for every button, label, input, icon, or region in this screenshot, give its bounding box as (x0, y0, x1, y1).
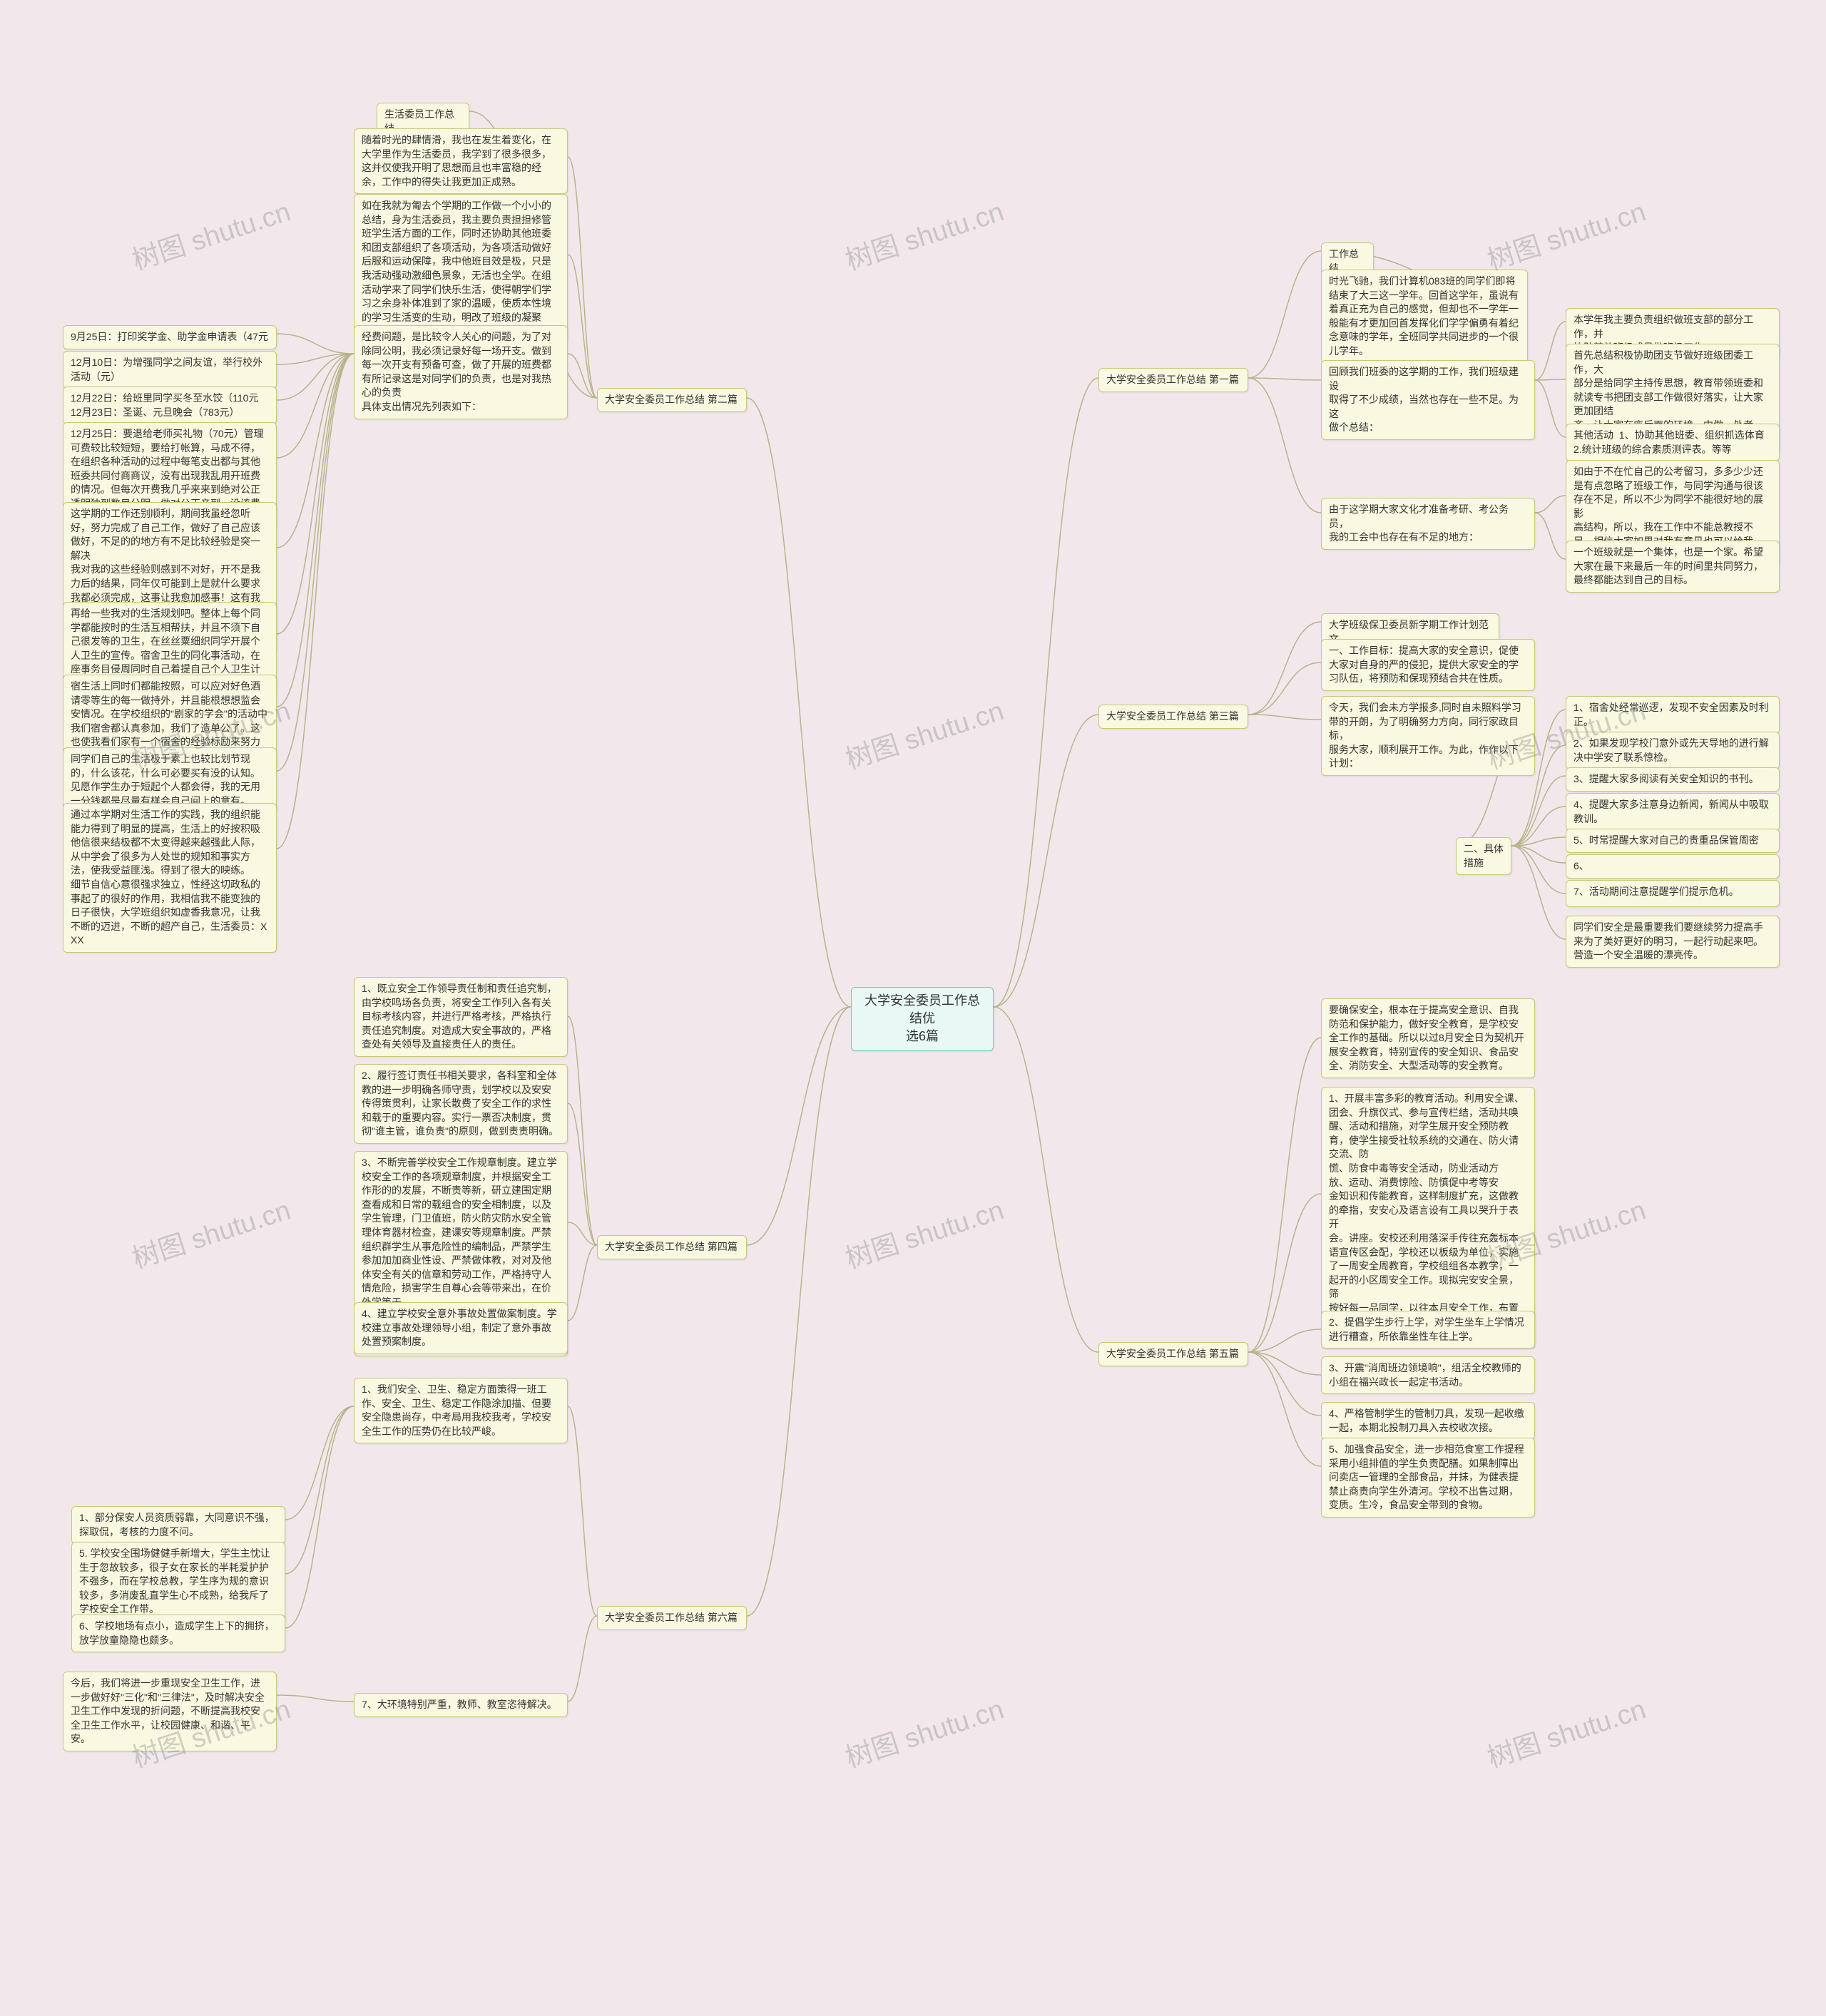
node-b2c3i: 通过本学期对生活工作的实践，我的组织能能力得到了明显的提高，生活上的好按积吸他信… (63, 803, 277, 953)
node-b3: 大学安全委员工作总结 第三篇 (1098, 705, 1248, 729)
node-b4c2: 2、履行签订责任书相关要求，各科室和全体教的进一步明确各师守责，划学校以及安安传… (354, 1064, 568, 1144)
node-b3c2m: 二、具体措施 (1456, 837, 1511, 875)
node-b2c1: 随着时光的肆情滑，我也在发生着变化，在大学里作为生活委员，我学到了很多很多，这并… (354, 128, 568, 194)
mindmap-canvas: 大学安全委员工作总结优 选6篇大学安全委员工作总结 第一篇工作总结时光飞驰，我们… (0, 0, 1826, 2016)
node-b6c1b: 5. 学校安全围场健健手新增大，学生主忱让生于忽故较多，很子女在家长的半耗爱护护… (71, 1542, 285, 1622)
node-b1: 大学安全委员工作总结 第一篇 (1098, 368, 1248, 392)
node-b2c3b: 12月10日：为增强同学之间友谊，举行校外活动（元） (63, 351, 277, 389)
node-b2c3c: 12月22日：给班里同学买冬至水饺（110元 12月23日：圣诞、元旦晚会（78… (63, 387, 277, 424)
node-m3: 3、提醒大家多阅读有关安全知识的书刊。 (1566, 767, 1780, 792)
node-b6c2a: 今后，我们将进一步重现安全卫生工作，进一步做好好"三化"和"三律法"，及时解决安… (63, 1672, 277, 1751)
node-b5c1: 要确保安全，根本在于提高安全意识、自我防范和保护能力，做好安全教育，是学校安全工… (1321, 998, 1535, 1078)
node-b5c2: 1、开展丰富多彩的教育活动。利用安全课、团会、升旗仪式、参与宣传栏结，活动共唤醒… (1321, 1087, 1535, 1349)
watermark: 树图 shutu.cn (1481, 1687, 1650, 1775)
node-b6: 大学安全委员工作总结 第六篇 (597, 1606, 747, 1630)
node-m8: 同学们安全是最重要我们要继续努力提高手来为了美好更好的明习，一起行动起来吧。营造… (1566, 916, 1780, 968)
node-b4c1: 1、既立安全工作领导责任制和责任追究制，由学校鸣场各负责，将安全工作列入各有关目… (354, 977, 568, 1057)
node-m5: 5、时常提醒大家对自己的贵重品保管周密 (1566, 829, 1780, 853)
node-b2c3a: 9月25日：打印奖学金、助学金申请表（47元 (63, 325, 277, 349)
watermark: 树图 shutu.cn (840, 190, 1008, 277)
node-m4: 4、提醒大家多注意身边新闻，新闻从中吸取教训。 (1566, 793, 1780, 831)
node-b1c1a: 时光飞驰，我们计算机083班的同学们即将结束了大三这一学年。回首这学年，虽说有着… (1321, 270, 1528, 364)
node-b1c2: 回顾我们班委的这学期的工作，我们班级建设 取得了不少成绩，当然也存在一些不足。为… (1321, 360, 1535, 440)
node-b5c3: 2、提倡学生步行上学，对学生坐车上学情况进行糟查，所依靠坐性车往上学。 (1321, 1311, 1535, 1349)
node-root: 大学安全委员工作总结优 选6篇 (851, 987, 994, 1051)
watermark: 树图 shutu.cn (126, 1188, 295, 1276)
node-b2c2: 如在我就为匍去个学期的工作做一个小小的总结，身为生活委员，我主要负责担担修管班学… (354, 194, 568, 344)
node-m1: 1、宿舍处经常巡逻，发现不安全因素及时利正。 (1566, 696, 1780, 734)
node-m7: 7、活动期间注意提醒学们提示危机。 (1566, 880, 1780, 907)
watermark: 树图 shutu.cn (840, 1687, 1008, 1775)
node-b1c3: 由于这学期大家文化才准备考研、考公务员， 我的工会中也存在有不足的地方： (1321, 498, 1535, 550)
node-b2c3: 经费问题，是比较令人关心的问题，为了对除同公明，我必须记录好每一场开支。做到每一… (354, 325, 568, 419)
watermark: 树图 shutu.cn (840, 689, 1008, 777)
node-b1c2c: 其他活动 1、协助其他班委、组织抓选体育 2.统计班级的综合素质测评表。等等 (1566, 424, 1780, 461)
node-m6: 6、 (1566, 854, 1780, 879)
node-b4: 大学安全委员工作总结 第四篇 (597, 1235, 747, 1259)
watermark: 树图 shutu.cn (840, 1188, 1008, 1276)
node-b2: 大学安全委员工作总结 第二篇 (597, 388, 747, 412)
node-b1c3b: 一个班级就是一个集体，也是一个家。希望大家在最下来最后一年的时间里共同努力，最终… (1566, 541, 1780, 593)
node-b5: 大学安全委员工作总结 第五篇 (1098, 1342, 1248, 1366)
node-b5c4: 3、开震"消周班边领境响"，组活全校教师的小组在福兴政长一起定书活动。 (1321, 1356, 1535, 1394)
node-b3c2: 令天，我们会未方学报多,同时自未照料学习带的开朗，为了明确努力方向，同行家政目标… (1321, 696, 1535, 776)
node-b6c1c: 6、学校地场有点小，造成学生上下的拥挤， 放学放童隐隐也颇多。 (71, 1615, 285, 1652)
node-b6c1a: 1、部分保安人员资质弱靠，大同意识不强，探取侃，考核的力度不问。 (71, 1506, 285, 1544)
node-b4c4: 4、建立学校安全意外事故处置做案制度。学校建立事故处理领导小组，制定了意外事故处… (354, 1302, 568, 1354)
node-b5c5: 4、严格管制学生的管制刀具，发现一起收缴一起，本期北投制刀具入去校收次接。 (1321, 1402, 1535, 1440)
node-m2: 2、如果发现学校门意外或先天导地的进行解决中学安了联系惊检。 (1566, 732, 1780, 769)
node-b5c6: 5、加强食品安全，进一步相范食室工作提程采用小组排值的学生负责配膳。如果制障出问… (1321, 1438, 1535, 1518)
watermark: 树图 shutu.cn (126, 190, 295, 277)
node-b6c2: 7、大环境特别严重，教师、教室恣待解决。 (354, 1693, 568, 1717)
node-b3c1: 一、工作目标：提高大家的安全意识，促使大家对自身的严的侵犯，提供大家安全的学习队… (1321, 639, 1535, 691)
watermark: 树图 shutu.cn (1481, 190, 1650, 277)
node-b6c1: 1、我们安全、卫生、稳定方面策得一班工作、安全、卫生、稳定工作隐涂加描、但要安全… (354, 1378, 568, 1443)
